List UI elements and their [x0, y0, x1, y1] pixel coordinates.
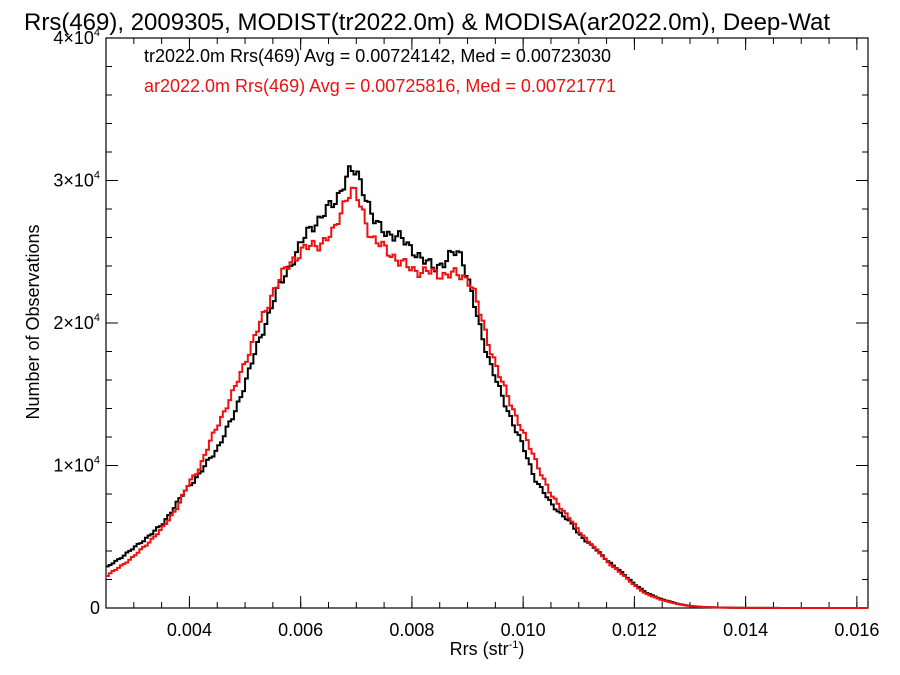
y-tick-label: 2×104	[53, 312, 100, 333]
x-tick-label: 0.008	[389, 620, 434, 640]
x-tick-label: 0.012	[612, 620, 657, 640]
series-line-1	[106, 165, 868, 609]
y-axis: 0 1×104 2×104 3×104 4×104	[53, 27, 868, 618]
x-tick-label: 0.014	[723, 620, 768, 640]
x-tick-label: 0.010	[501, 620, 546, 640]
x-tick-label: 0.004	[167, 620, 212, 640]
y-tick-label: 0	[90, 598, 100, 618]
legend: tr2022.0m Rrs(469) Avg = 0.00724142, Med…	[144, 46, 616, 96]
y-tick-label: 1×104	[53, 455, 100, 476]
y-tick-label: 3×104	[53, 170, 100, 191]
x-axis-label-superscript: -1	[509, 639, 519, 651]
series-line-2	[106, 186, 868, 609]
legend-entry-series-1: tr2022.0m Rrs(469) Avg = 0.00724142, Med…	[144, 46, 611, 66]
y-tick-label: 4×104	[53, 27, 100, 48]
x-tick-label: 0.016	[834, 620, 879, 640]
plot-frame	[105, 37, 869, 609]
x-axis: 0.004 0.006 0.008 0.010 0.012 0.014 0.016	[105, 38, 879, 640]
y-axis-label: Number of Observations	[23, 224, 43, 419]
chart-title: Rrs(469), 2009305, MODIST(tr2022.0m) & M…	[24, 9, 830, 36]
x-axis-label: Rrs (str-1)	[450, 639, 525, 659]
series-layer	[106, 165, 868, 609]
legend-entry-series-2: ar2022.0m Rrs(469) Avg = 0.00725816, Med…	[144, 76, 616, 96]
x-axis-label-end: )	[518, 639, 524, 659]
x-tick-label: 0.006	[278, 620, 323, 640]
